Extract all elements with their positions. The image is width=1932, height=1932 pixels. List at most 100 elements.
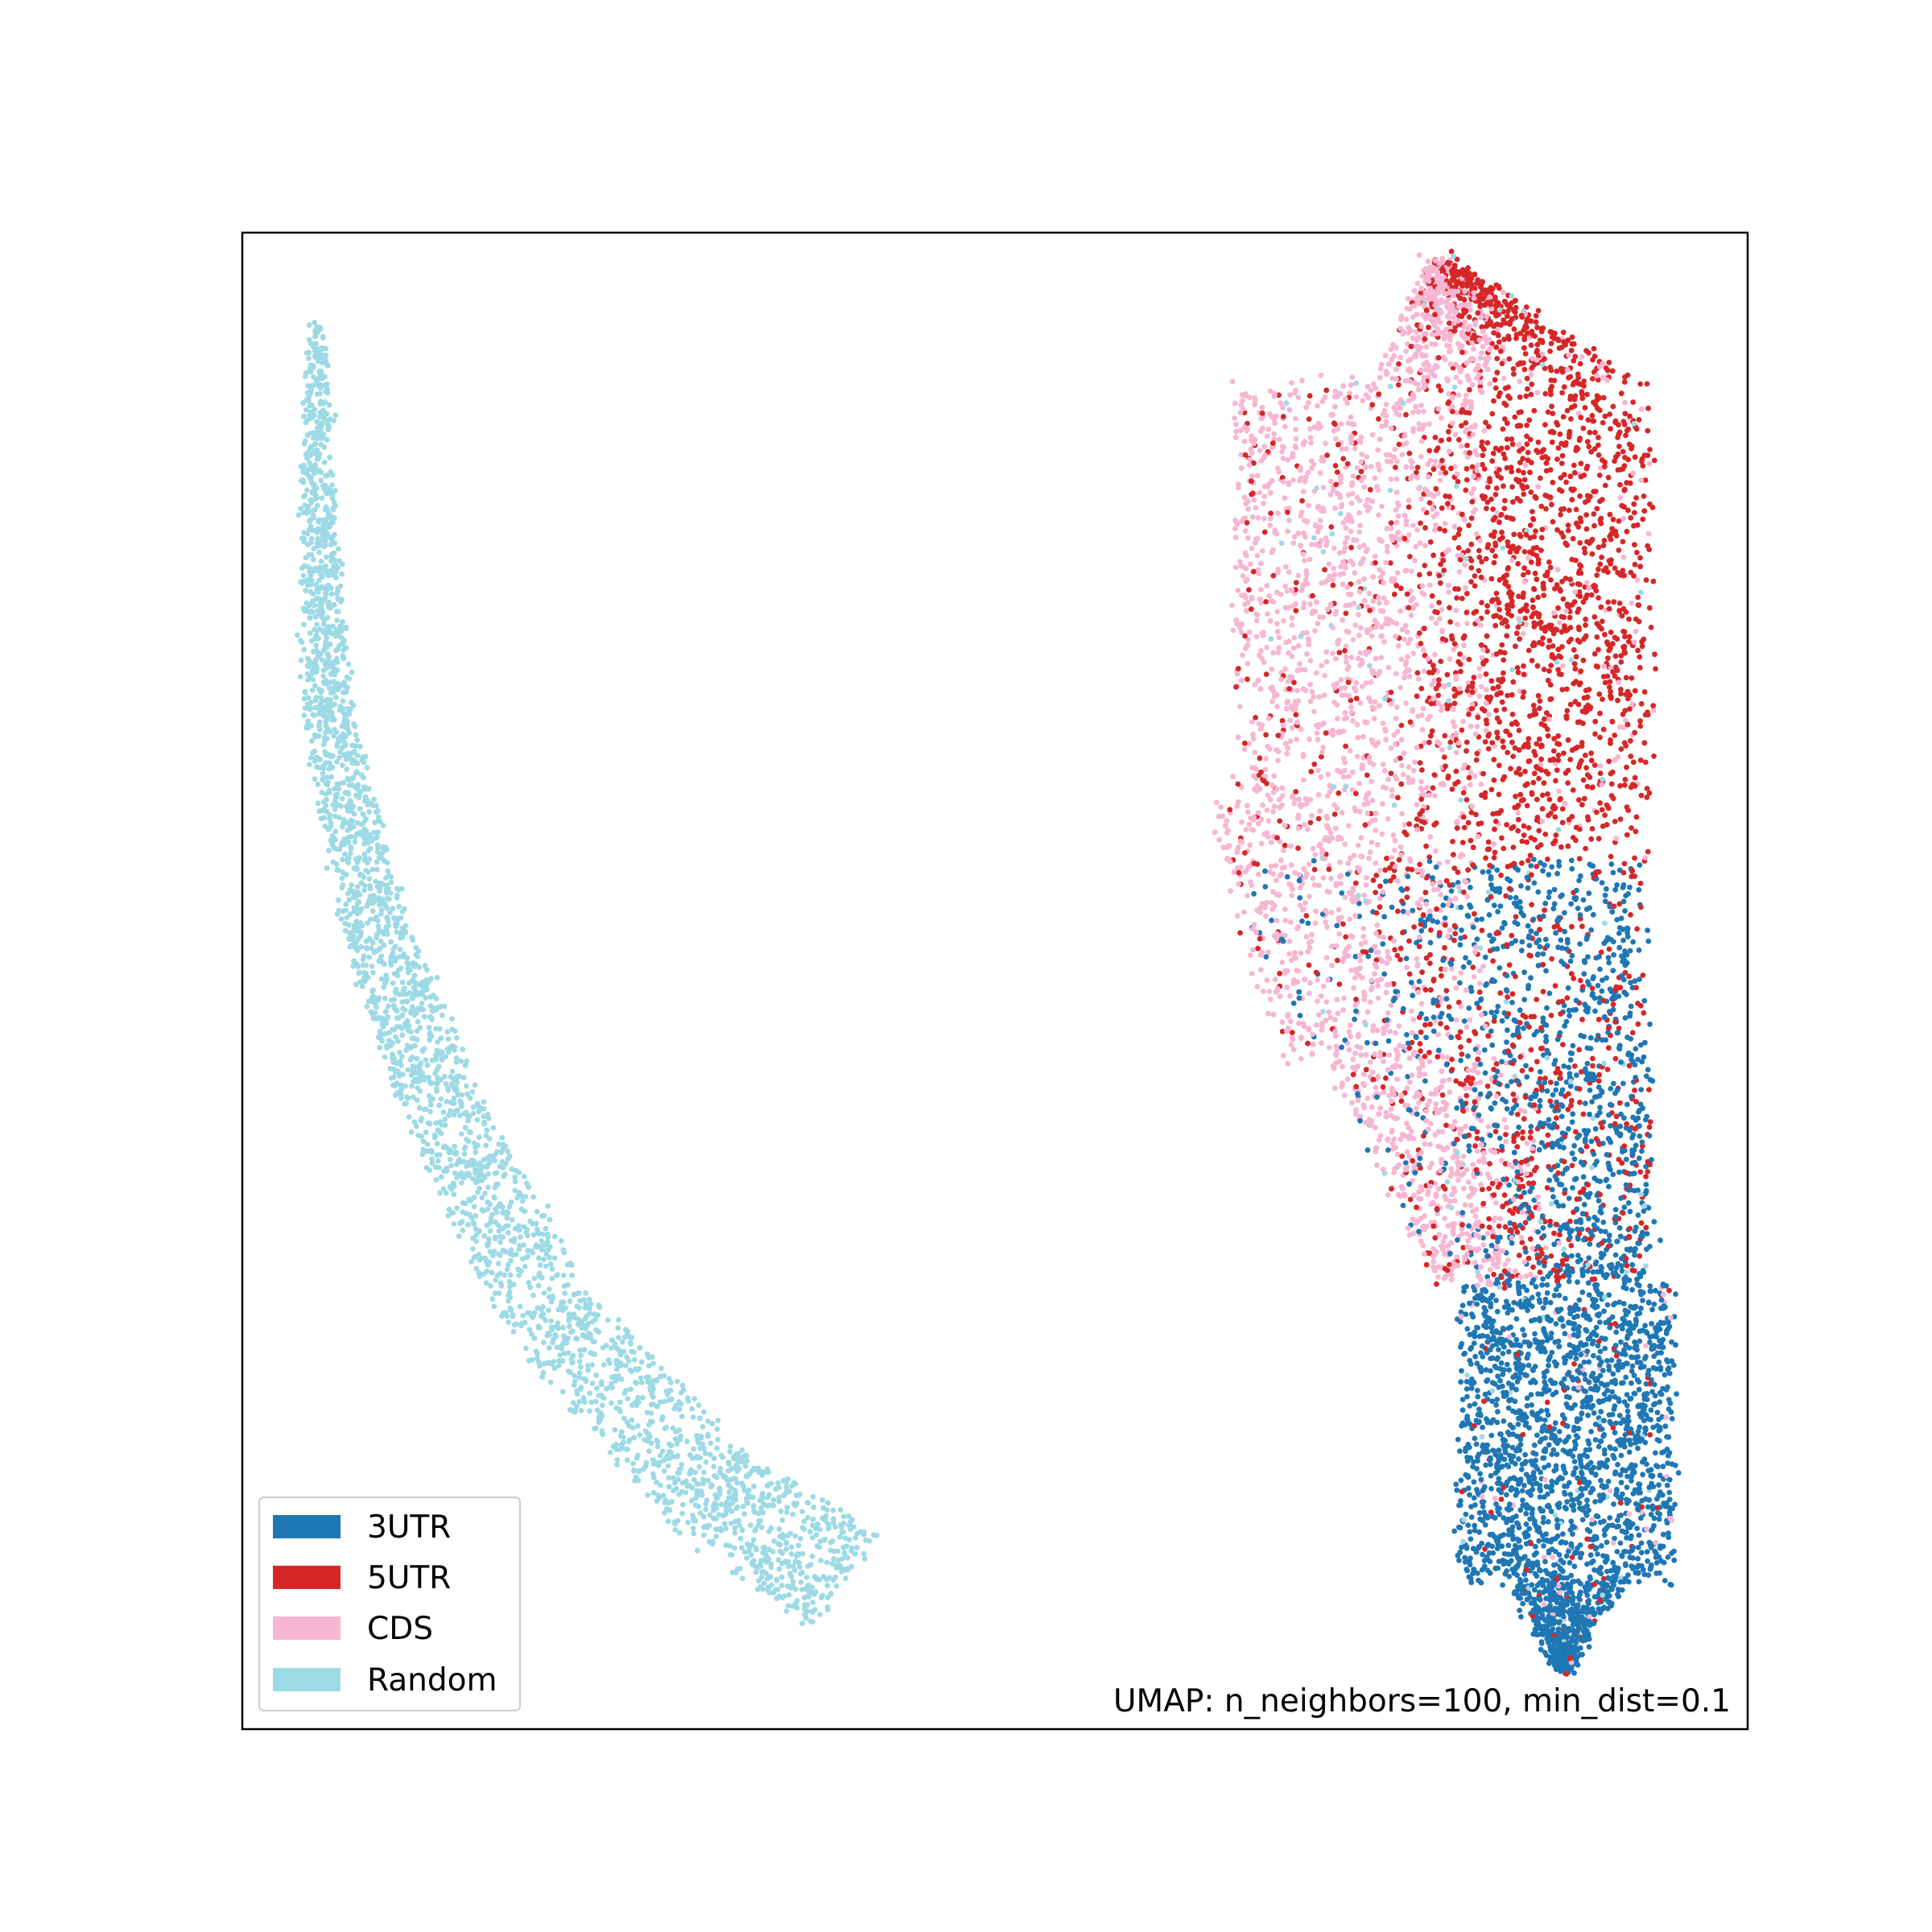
point-random (302, 578, 308, 584)
point-random (369, 964, 375, 969)
point-5utr (1419, 969, 1425, 976)
point-random (346, 675, 353, 682)
point-random (579, 1319, 585, 1325)
point-5utr (1612, 819, 1618, 824)
point-random (625, 1396, 631, 1402)
point-random (312, 489, 318, 495)
point-random (463, 1083, 469, 1089)
point-cds (1453, 607, 1459, 613)
point-random (364, 946, 370, 952)
point-5utr (1612, 1055, 1619, 1062)
point-random (331, 417, 336, 423)
point-random (305, 718, 312, 724)
point-random (332, 792, 339, 798)
point-5utr (1406, 938, 1412, 944)
point-cds (1246, 821, 1253, 828)
point-random (453, 1161, 460, 1167)
point-random (633, 1379, 638, 1385)
point-5utr (1447, 739, 1454, 745)
point-cds (1474, 724, 1480, 729)
point-random (324, 779, 331, 786)
point-random (804, 1500, 811, 1505)
point-random (493, 1209, 500, 1216)
point-cds (1339, 810, 1345, 815)
point-random (318, 469, 324, 476)
point-random (456, 1233, 462, 1239)
point-random (387, 1066, 394, 1071)
point-random (393, 917, 399, 923)
point-random (347, 798, 353, 803)
point-random (420, 1138, 427, 1145)
point-random (434, 1141, 440, 1147)
point-random (390, 955, 396, 960)
point-3utr (1598, 1264, 1604, 1269)
point-random (535, 1359, 542, 1365)
point-cds (1361, 597, 1368, 604)
point-random (722, 1521, 728, 1527)
point-random (316, 756, 322, 762)
point-cds (1556, 620, 1563, 625)
point-random (539, 1274, 545, 1281)
point-3utr (1645, 1504, 1651, 1510)
point-random (544, 1239, 551, 1245)
point-3utr (1606, 1183, 1612, 1190)
point-random (339, 571, 345, 577)
point-random (340, 762, 345, 768)
point-cds (1289, 380, 1294, 386)
point-random (816, 1576, 823, 1583)
point-cds (1267, 617, 1274, 624)
point-cds (1407, 637, 1414, 642)
point-random (314, 529, 320, 535)
point-random (523, 1180, 530, 1187)
point-random (690, 1515, 696, 1521)
point-5utr (1592, 718, 1599, 724)
point-random (617, 1399, 623, 1406)
point-random (297, 674, 303, 679)
point-random (471, 1203, 477, 1210)
point-3utr (1251, 890, 1257, 897)
point-random (748, 1552, 754, 1558)
point-random (643, 1374, 650, 1381)
point-random (408, 1129, 415, 1135)
point-cds (1308, 440, 1314, 446)
point-random (341, 816, 347, 823)
point-random (461, 1151, 468, 1157)
point-random (588, 1350, 593, 1356)
point-random (521, 1174, 527, 1179)
point-random (480, 1208, 486, 1214)
point-random (353, 760, 359, 766)
point-cds (1340, 383, 1347, 389)
point-random (306, 355, 312, 361)
point-random (330, 623, 336, 630)
point-random (459, 1179, 464, 1186)
point-random (346, 777, 352, 783)
point-random (479, 1178, 485, 1183)
point-random (409, 1055, 415, 1060)
point-random (458, 1058, 464, 1064)
point-cds (1363, 882, 1369, 888)
point-3utr (1526, 943, 1533, 948)
point-cds (1300, 777, 1307, 783)
point-5utr (1439, 505, 1445, 511)
point-cds (1421, 408, 1426, 415)
point-random (744, 1555, 749, 1561)
point-random (724, 1477, 730, 1483)
point-random (607, 1449, 613, 1455)
point-random (341, 710, 347, 716)
point-random (808, 1589, 815, 1595)
point-random (378, 959, 385, 965)
point-random (708, 1484, 714, 1490)
point-random (323, 803, 329, 809)
point-random (676, 1491, 682, 1497)
point-cds (1318, 774, 1324, 780)
point-random (760, 1545, 766, 1550)
point-random (716, 1491, 722, 1497)
point-random (324, 436, 330, 443)
point-cds (1645, 530, 1652, 537)
point-cds (1451, 975, 1457, 981)
point-random (831, 1520, 836, 1525)
point-cds (1276, 634, 1282, 641)
point-random (301, 563, 308, 569)
point-random (548, 1298, 555, 1305)
point-random (308, 415, 315, 421)
